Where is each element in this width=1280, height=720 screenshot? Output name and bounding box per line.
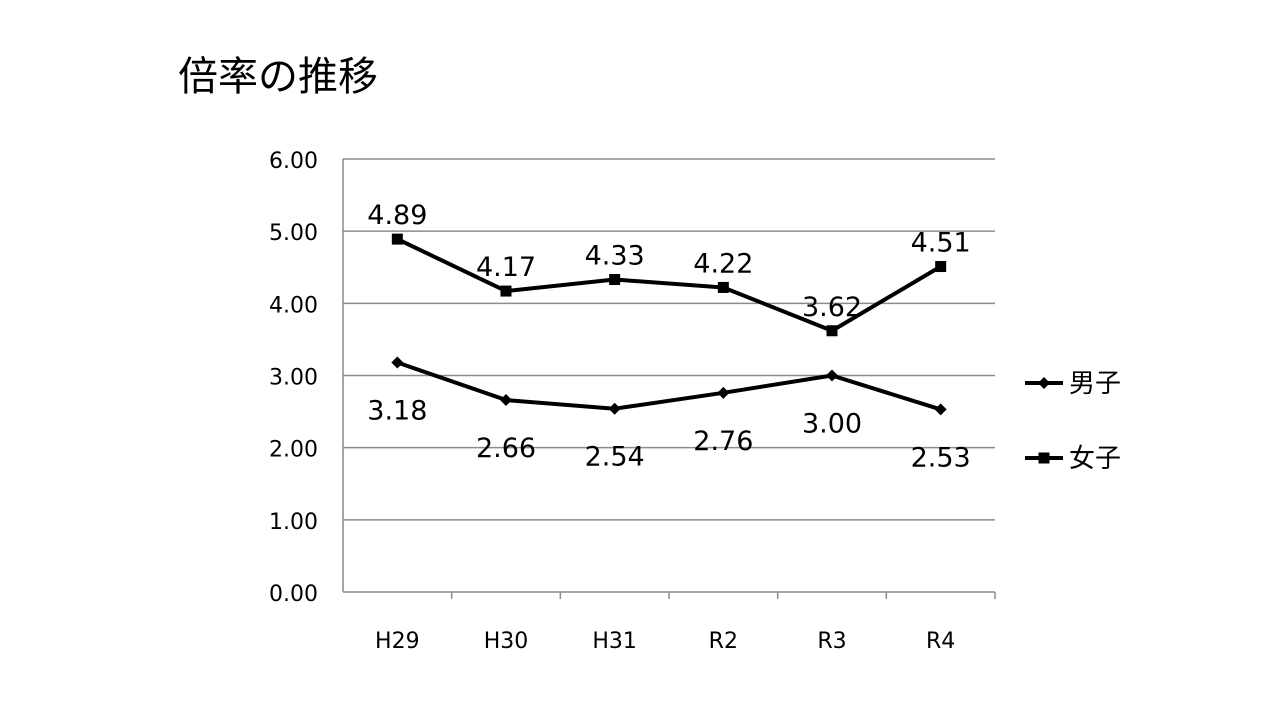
series-1-data-label: 2.54 bbox=[585, 442, 645, 473]
series-2-data-label: 4.51 bbox=[911, 228, 971, 259]
series-2-point bbox=[500, 285, 512, 297]
y-tick-label: 1.00 bbox=[269, 510, 318, 535]
series-1-point bbox=[717, 386, 730, 399]
y-tick-label: 4.00 bbox=[269, 293, 318, 318]
y-tick-label: 0.00 bbox=[269, 582, 318, 607]
series-2-data-label: 4.33 bbox=[585, 241, 645, 272]
x-tick-label: R2 bbox=[709, 629, 738, 654]
series-1-data-label: 2.76 bbox=[693, 426, 753, 457]
series-2-line bbox=[396, 237, 942, 333]
series-2-point bbox=[391, 233, 403, 245]
series-2-data-label: 4.89 bbox=[367, 200, 427, 231]
series-2-data-label: 4.17 bbox=[476, 252, 536, 283]
x-tick-label: H31 bbox=[592, 629, 637, 654]
series-1-point bbox=[608, 402, 621, 415]
x-tick-label: R4 bbox=[926, 629, 955, 654]
series-2-data-label: 4.22 bbox=[693, 248, 753, 279]
series-2-point bbox=[717, 281, 729, 293]
series-1-data-label: 3.18 bbox=[367, 396, 427, 427]
series-1-line bbox=[396, 360, 942, 412]
legend-label: 男子 bbox=[1069, 369, 1121, 399]
series-1-point bbox=[826, 369, 838, 382]
series-2-data-label: 3.62 bbox=[802, 292, 862, 323]
series-1-point bbox=[391, 356, 404, 369]
series-1-data-label: 2.53 bbox=[911, 442, 971, 473]
legend-marker bbox=[1038, 452, 1050, 464]
series-1-data-label: 3.00 bbox=[802, 409, 862, 440]
x-tick-label: R3 bbox=[817, 629, 846, 654]
grid-lines bbox=[343, 158, 995, 521]
series-lines bbox=[391, 233, 947, 416]
y-tick-label: 6.00 bbox=[269, 149, 318, 174]
y-tick-label: 5.00 bbox=[269, 221, 318, 246]
x-tick-label: H29 bbox=[375, 629, 420, 654]
series-1-point bbox=[934, 403, 947, 416]
series-2-point bbox=[935, 261, 947, 273]
axes bbox=[342, 159, 996, 599]
legend-marker bbox=[1038, 377, 1050, 389]
x-tick-label: H30 bbox=[484, 629, 529, 654]
page-title: 倍率の推移 bbox=[178, 54, 378, 100]
series-2-point bbox=[826, 325, 838, 337]
series-1-point bbox=[500, 394, 512, 407]
tick-labels: 0.00 1.00 2.00 3.00 4.00 5.00 6.00 H29 H30 H31 R2 R… bbox=[269, 149, 955, 654]
y-tick-label: 2.00 bbox=[269, 438, 318, 463]
series-2-point bbox=[609, 274, 621, 286]
legend-label: 女子 bbox=[1069, 444, 1121, 474]
y-tick-label: 3.00 bbox=[269, 366, 318, 391]
data-labels: 3.18 2.66 2.54 2.76 3.00 2.53 4.89 4.17 4.33 4.22… bbox=[367, 200, 970, 473]
series-1-data-label: 2.66 bbox=[476, 433, 536, 464]
